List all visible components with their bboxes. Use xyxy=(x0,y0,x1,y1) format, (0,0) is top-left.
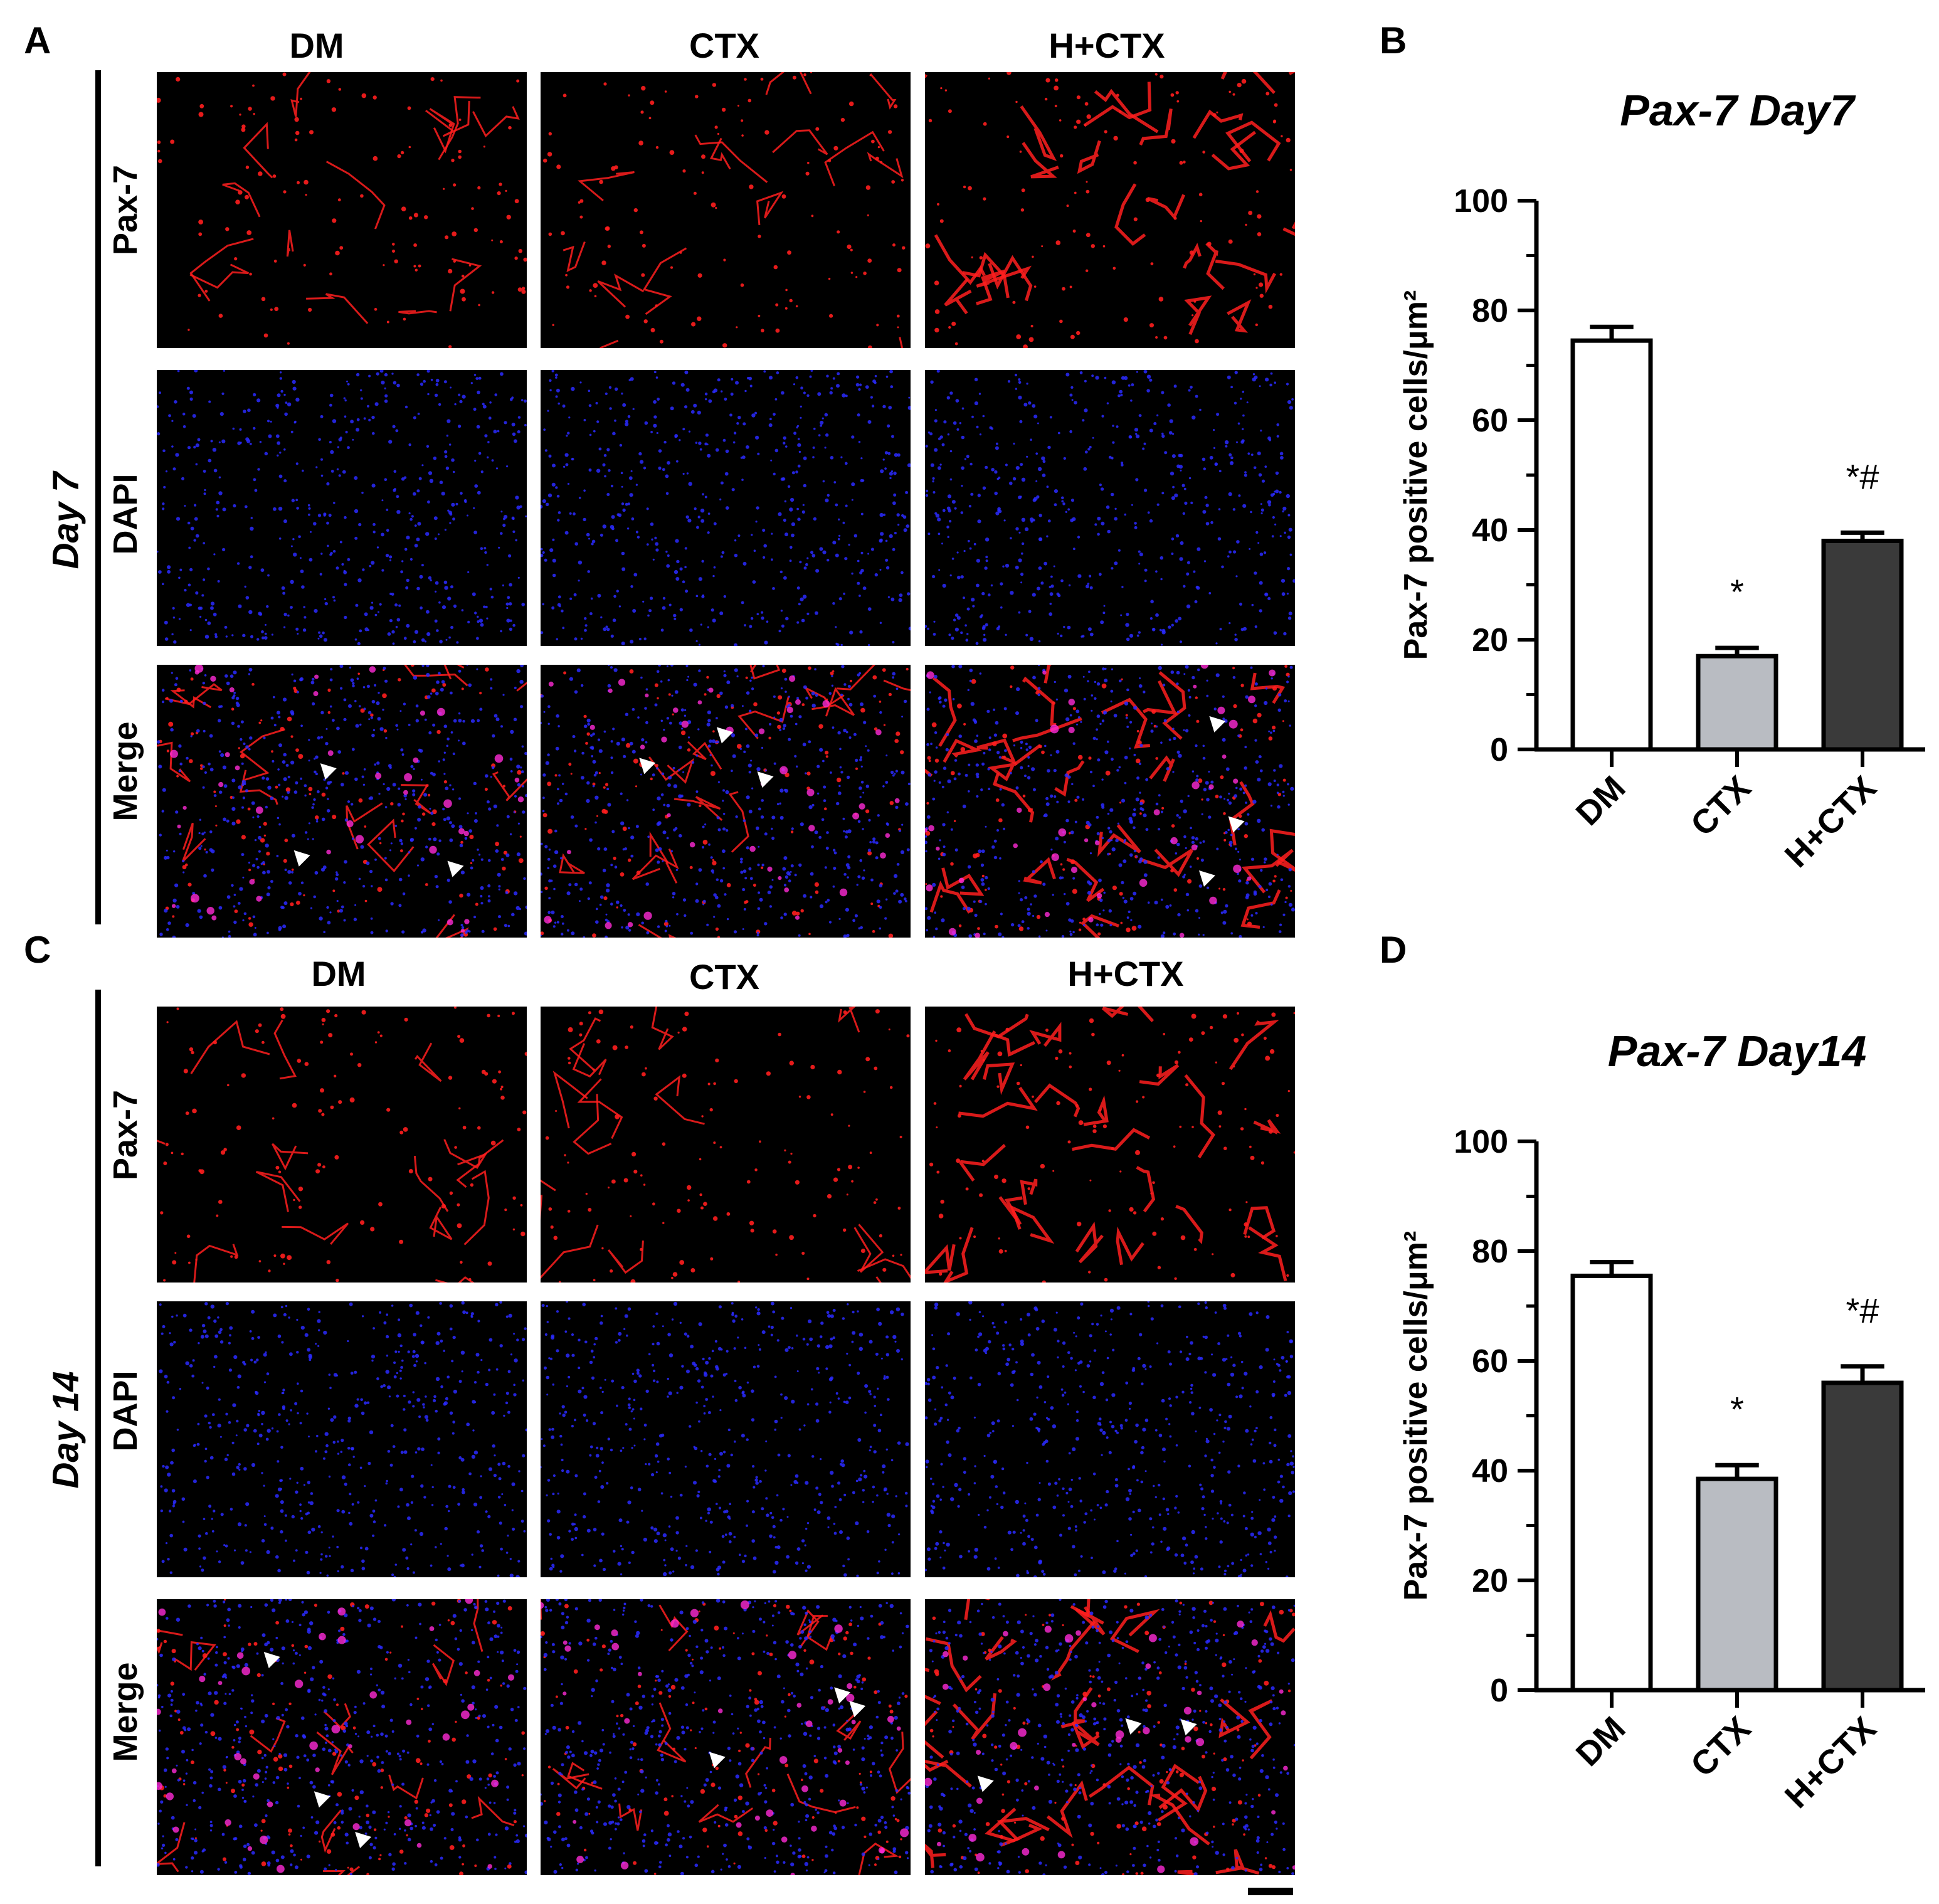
bar-chart-day7: Pax-7 Day7 Pax-7 positive cells/μm² 0 20 40 6… xyxy=(1373,75,1938,928)
micrograph-day14-pax7-dm xyxy=(157,1007,527,1283)
column-header-hctx-day7: H+CTX xyxy=(1049,26,1165,65)
chart-d-svg: Pax-7 Day14 Pax-7 positive cells/μm² 0 20 40… xyxy=(1398,1027,1925,1816)
micrograph-day7-dapi-hctx xyxy=(925,370,1295,646)
chart-d-x-tick-label: H+CTX xyxy=(1778,1710,1884,1816)
arrowhead-marker-icon xyxy=(1198,870,1215,887)
row-label-pax7-day7: Pax-7 xyxy=(107,164,144,256)
micrograph-day14-merge-hctx xyxy=(925,1599,1295,1875)
chart-b-significance-label: *# xyxy=(1846,457,1879,496)
chart-d-bar-0 xyxy=(1570,1273,1653,1693)
micrograph-day14-merge-ctx xyxy=(541,1599,911,1875)
micrograph-day14-dapi-dm xyxy=(157,1301,527,1577)
row-label-dapi-day7: DAPI xyxy=(107,473,144,555)
micrograph-day14-pax7-hctx xyxy=(925,1007,1295,1283)
chart-b-y-tick-label: 100 xyxy=(1454,183,1508,219)
chart-d-y-tick-label: 60 xyxy=(1472,1343,1508,1380)
chart-b-y-tick-label: 40 xyxy=(1472,512,1508,549)
micrograph-day7-merge-ctx xyxy=(541,665,911,938)
column-header-hctx-day14: H+CTX xyxy=(1067,954,1184,993)
chart-d-y-tick-label: 80 xyxy=(1472,1234,1508,1270)
chart-d-bar-1 xyxy=(1696,1476,1778,1693)
chart-d-bar-2 xyxy=(1821,1380,1904,1693)
row-label-merge-day7: Merge xyxy=(107,721,144,822)
chart-b-y-axis-label: Pax-7 positive cells/μm² xyxy=(1398,290,1434,660)
arrowhead-marker-icon xyxy=(355,1831,372,1848)
chart-b-y-tick-label: 60 xyxy=(1472,403,1508,439)
chart-d-x-tick-label: CTX xyxy=(1684,1710,1758,1784)
arrowhead-marker-icon xyxy=(320,763,337,780)
arrowhead-marker-icon xyxy=(757,771,774,788)
micrograph-day7-pax7-ctx xyxy=(541,72,911,348)
day14-label: Day 14 xyxy=(45,1371,87,1489)
chart-b-x-tick-label: DM xyxy=(1569,769,1633,833)
chart-b-y-tick-label: 0 xyxy=(1490,732,1508,768)
panel-letter-a: A xyxy=(24,19,51,61)
chart-d-y-axis-label: Pax-7 positive cells/μm² xyxy=(1398,1231,1434,1601)
chart-b-y-tick-label: 80 xyxy=(1472,293,1508,329)
column-header-dm-day7: DM xyxy=(289,26,344,65)
arrowhead-marker-icon xyxy=(1209,716,1226,733)
chart-d-y-tick-label: 0 xyxy=(1490,1673,1508,1709)
chart-b-bar-1 xyxy=(1696,653,1778,752)
arrowhead-marker-icon xyxy=(639,758,656,775)
micrograph-day7-pax7-dm xyxy=(157,72,527,348)
day14-bracket-line xyxy=(95,990,101,1866)
arrowhead-marker-icon xyxy=(1228,816,1245,833)
chart-d-significance-label: * xyxy=(1730,1389,1744,1429)
arrowhead-marker-icon xyxy=(709,1752,726,1769)
arrowhead-marker-icon xyxy=(1125,1718,1142,1735)
micrograph-day7-dapi-ctx xyxy=(541,370,911,646)
row-label-pax7-day14: Pax-7 xyxy=(107,1089,144,1181)
chart-b-bar-2 xyxy=(1821,539,1904,752)
day7-bracket-line xyxy=(95,70,101,924)
chart-d-x-tick-label: DM xyxy=(1569,1710,1633,1774)
arrowhead-marker-icon xyxy=(834,1687,851,1704)
micrograph-day7-merge-hctx xyxy=(925,665,1295,938)
chart-b-title: Pax-7 Day7 xyxy=(1620,86,1856,135)
micrograph-day14-dapi-ctx xyxy=(541,1301,911,1577)
micrograph-day7-dapi-dm xyxy=(157,370,527,646)
micrograph-day7-merge-dm xyxy=(157,665,527,938)
chart-d-y-tick-label: 40 xyxy=(1472,1453,1508,1489)
panel-letter-c: C xyxy=(24,929,51,971)
column-header-ctx-day14: CTX xyxy=(689,957,759,997)
chart-b-y-tick-label: 20 xyxy=(1472,622,1508,658)
chart-b-significance-label: * xyxy=(1730,572,1744,611)
row-label-merge-day14: Merge xyxy=(107,1662,144,1762)
scale-bar xyxy=(1248,1888,1293,1895)
chart-b-x-tick-label: H+CTX xyxy=(1778,769,1884,875)
chart-d-title: Pax-7 Day14 xyxy=(1608,1027,1867,1076)
arrowhead-marker-icon xyxy=(1180,1719,1197,1736)
arrowhead-marker-icon xyxy=(293,850,310,867)
chart-d-y-tick-label: 100 xyxy=(1454,1124,1508,1160)
arrowhead-marker-icon xyxy=(447,860,464,877)
arrowhead-marker-icon xyxy=(977,1775,994,1792)
chart-b-x-tick-label: CTX xyxy=(1684,769,1758,844)
arrowhead-marker-icon xyxy=(849,1701,866,1718)
panel-letter-d: D xyxy=(1380,929,1407,971)
day7-label: Day 7 xyxy=(45,472,87,569)
chart-b-svg: Pax-7 Day7 Pax-7 positive cells/μm² 0 20 40 6… xyxy=(1398,86,1925,875)
arrowhead-marker-icon xyxy=(263,1652,280,1669)
row-label-dapi-day14: DAPI xyxy=(107,1370,144,1452)
micrograph-day14-merge-dm xyxy=(157,1599,527,1875)
chart-b-bar-0 xyxy=(1570,338,1653,752)
arrowhead-marker-icon xyxy=(716,727,733,744)
micrograph-day14-dapi-hctx xyxy=(925,1301,1295,1577)
bar-chart-day14: Pax-7 Day14 Pax-7 positive cells/μm² 0 20 40… xyxy=(1373,1016,1938,1894)
chart-d-y-tick-label: 20 xyxy=(1472,1563,1508,1599)
column-header-dm-day14: DM xyxy=(311,954,366,993)
panel-letter-b: B xyxy=(1380,19,1407,61)
micrograph-day7-pax7-hctx xyxy=(925,72,1295,348)
chart-d-significance-label: *# xyxy=(1846,1291,1879,1330)
column-header-ctx-day7: CTX xyxy=(689,26,759,65)
arrowhead-marker-icon xyxy=(314,1791,330,1808)
micrograph-day14-pax7-ctx xyxy=(541,1007,911,1283)
